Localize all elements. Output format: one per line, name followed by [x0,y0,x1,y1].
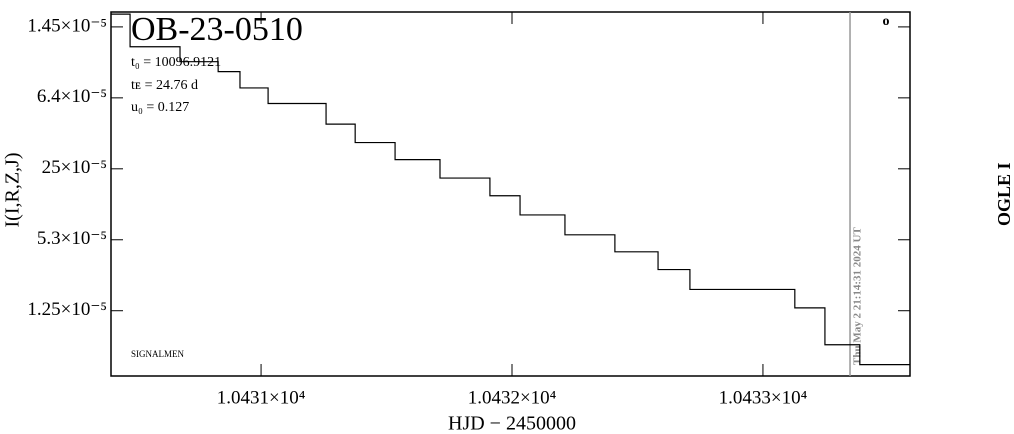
x-tick-label: 1.0433×10⁴ [719,387,808,408]
annotation: SIGNALMEN [131,349,184,359]
annotation: u₀ = 0.127 [131,100,189,115]
band-label: OGLE I [994,162,1014,226]
x-tick-label: 1.0431×10⁴ [217,387,306,408]
y-tick-label: 1.25×10⁻⁵ [27,299,107,320]
chart-title: OB-23-0510 [131,11,303,48]
y-tick-label: 1.45×10⁻⁵ [27,15,107,36]
light-curve [111,13,910,366]
y-tick-label: 6.4×10⁻⁵ [37,86,107,107]
x-tick-label: 1.0432×10⁴ [468,387,557,408]
annotation: t₀ = 10096.9121 [131,55,221,70]
y-tick-label: 5.3×10⁻⁵ [37,228,107,249]
plot-frame [110,11,911,377]
timestamp: Thu May 2 21:14:31 2024 UT [852,227,864,365]
y-axis-label: I(I,R,Z,J) [2,153,24,228]
y-tick-label: 25×10⁻⁵ [42,157,107,178]
x-axis-label: HJD − 2450000 [448,413,576,434]
annotation: tᴇ = 24.76 d [131,78,198,93]
annotation: o [883,14,890,29]
